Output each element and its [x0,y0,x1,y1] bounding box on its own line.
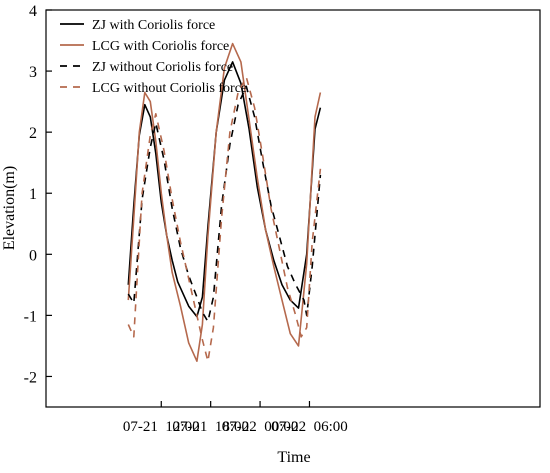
legend-label: ZJ without Coriolis force [92,60,233,75]
y-tick-label: 1 [29,186,37,203]
x-axis-label: Time [277,449,310,466]
x-tick-label: 07-21 18:00 [172,419,249,435]
x-tick-label: 07-22 06:00 [271,419,348,435]
series-line-3 [127,85,322,323]
y-tick-label: 0 [29,247,37,264]
series-line-4 [127,76,322,362]
y-axis-label: Elevation(m) [1,166,18,250]
x-tick-label: 07-21 12:00 [123,419,200,435]
legend-label: LCG without Coriolis force [92,81,247,96]
y-tick-label: -2 [24,369,37,386]
plot-frame [45,9,541,408]
y-axis-ticks: -2 -1 0 1 2 3 4 [24,3,52,386]
legend-label: LCG with Coriolis force [92,39,229,54]
y-tick-label: 3 [29,64,37,81]
series-line-2 [127,42,322,362]
x-tick-label: 07-22 00:00 [222,419,299,435]
series-layer [127,42,322,362]
y-tick-label: -1 [24,308,37,325]
y-tick-label: 2 [29,125,37,142]
legend: ZJ with Coriolis force LCG with Coriolis … [60,18,247,96]
y-tick-label: 4 [29,3,37,20]
legend-label: ZJ with Coriolis force [92,18,215,33]
